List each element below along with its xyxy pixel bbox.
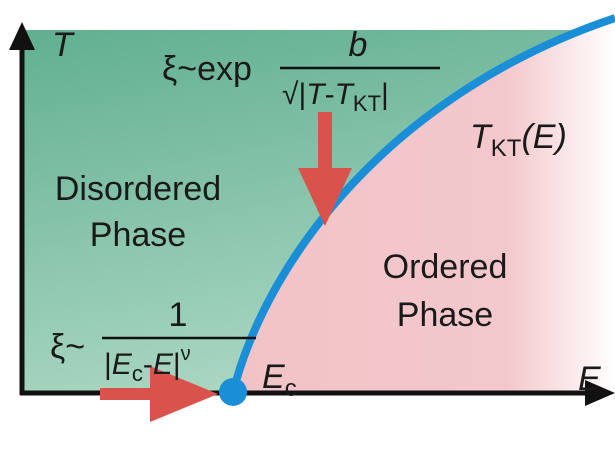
y-axis-label: T [52, 26, 75, 64]
argument: (E) [521, 118, 566, 156]
region-label: Phase [397, 296, 493, 334]
part: KT [353, 91, 381, 116]
formula-denominator: √|T-TKT| [282, 78, 389, 116]
y-axis-arrow [9, 22, 35, 50]
part: c [132, 361, 143, 386]
part: T [306, 78, 327, 111]
x-axis-arrow [585, 380, 615, 406]
part: √| [282, 78, 306, 111]
field-arrow [100, 366, 218, 422]
part: E [112, 348, 133, 381]
x-axis-label: E [578, 360, 601, 398]
region-label: Ordered [383, 248, 508, 286]
part: T [335, 78, 356, 111]
part: - [143, 348, 153, 381]
part: | [173, 348, 181, 381]
formula-numerator: 1 [169, 296, 188, 334]
region-label: Phase [90, 216, 186, 254]
phase-boundary [229, 14, 615, 394]
part: | [381, 78, 389, 111]
region-label: Disordered [55, 170, 221, 208]
formula-numerator: b [349, 26, 368, 64]
part: E [153, 348, 174, 381]
subscript: KT [491, 135, 522, 162]
formula-denominator: |Ec-E|ν [104, 343, 191, 386]
part: - [325, 78, 335, 111]
symbol: E [262, 358, 285, 396]
formula-prefix: ξ~ [50, 328, 85, 366]
part: ν [181, 343, 191, 365]
formula-prefix: ξ~exp [162, 50, 252, 88]
critical-point [219, 378, 247, 406]
subscript: c [285, 375, 297, 402]
part: | [104, 348, 112, 381]
ordered-region [233, 18, 615, 392]
curve-label: TKT(E) [470, 118, 567, 162]
symbol: T [470, 118, 493, 156]
critical-label: Ec [262, 358, 297, 402]
temperature-arrow [298, 112, 352, 226]
